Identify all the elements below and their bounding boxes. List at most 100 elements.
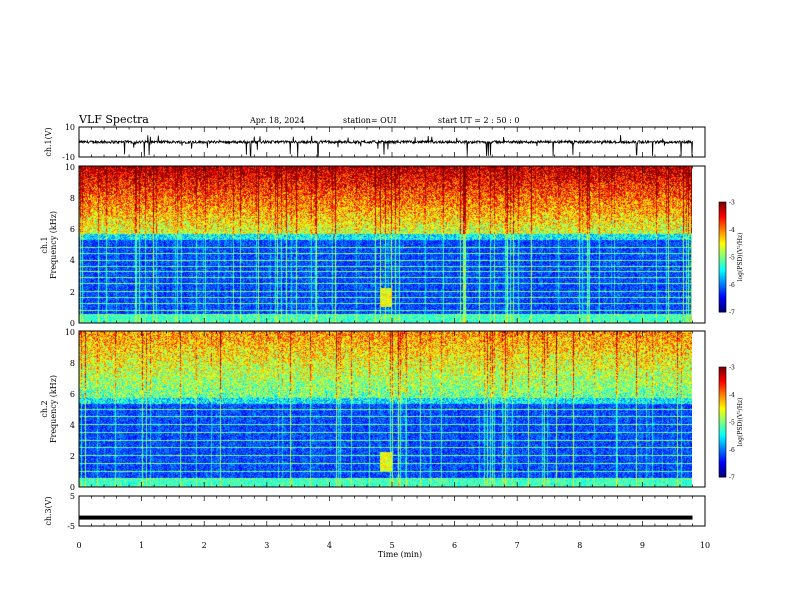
time-axis-tick-label: 1 [139,541,144,550]
colorbar-swatch [719,420,726,423]
colorbar-swatch [719,214,726,218]
time-axis-tick-label: 2 [202,541,207,550]
colorbar-label: log(PSD)(V²/Hz) [737,233,744,282]
ch2-frequency-ylabel: Frequency (kHz) [49,375,58,443]
colorbar-tick-label: -7 [729,475,735,482]
colorbar-swatch [719,442,726,445]
colorbar-swatch [719,383,726,386]
ch2-freq-tick-2: 2 [70,452,75,461]
colorbar-swatch [719,258,726,262]
ch2-freq-tick-4: 4 [70,421,75,430]
colorbar-swatch [719,242,726,245]
colorbar-swatch [719,310,726,313]
ch2-freq-tick-10: 10 [65,328,75,337]
colorbar-swatch [719,412,726,416]
colorbar-tick-label: -7 [729,310,735,317]
colorbar-swatch [719,429,726,432]
colorbar-swatch [719,403,726,406]
colorbar-swatch [719,381,726,384]
colorbar-swatch [719,460,726,463]
colorbar-tick-label: -5 [729,420,735,427]
colorbar-swatch [719,264,726,267]
ch1-channel-label: ch.1 [40,236,49,253]
ch1-freq-tick-4: 4 [70,256,75,265]
colorbar-swatch [719,438,726,441]
colorbar-swatch [719,235,726,238]
ch1-ytick-top: 10 [65,123,75,132]
colorbar-swatch [719,308,726,311]
ch1-freq-tick-8: 8 [70,194,75,203]
colorbar-swatch [719,304,726,307]
ch2-freq-tick-6: 6 [70,390,75,399]
ch1-freq-tick-6: 6 [70,225,75,234]
ch1-waveform-panel: 10 -10 ch.1(V) [44,123,706,162]
colorbar-swatch [719,431,726,434]
colorbar-swatch [719,249,726,252]
colorbar-swatch [719,280,726,284]
time-axis-tick-label: 4 [327,541,332,550]
colorbar-swatch [719,447,726,450]
colorbar-swatch [719,205,726,208]
colorbar-swatch [719,238,726,241]
start-time-label: start UT = 2 : 50 : 0 [438,116,519,125]
colorbar-swatch [719,266,726,269]
colorbar-tick-label: -3 [729,365,735,372]
colorbar-swatch [719,401,726,405]
colorbar-swatch [719,202,726,205]
colorbar-swatch [719,466,726,469]
colorbar-swatch [719,475,726,478]
colorbar-swatch [719,290,726,293]
time-axis-tick-labels: 0 1 2 3 4 5 6 7 8 9 10 [76,541,710,550]
colorbar-swatch [719,473,726,476]
colorbar-swatch [719,297,726,300]
ch1-ytick-bottom: -10 [62,153,75,162]
ch2-channel-label: ch.2 [40,400,49,417]
colorbar-swatch [719,257,726,260]
colorbar-swatch [719,418,726,421]
colorbar-swatch [719,247,726,251]
colorbar-swatch [719,286,726,289]
colorbar-swatch [719,434,726,438]
colorbar-swatch [719,306,726,309]
colorbar-swatch [719,269,726,273]
colorbar-swatch [719,231,726,234]
colorbar-frame [718,201,727,313]
colorbar-label: log(PSD)(V²/Hz) [737,398,744,447]
time-axis-tick-label: 9 [640,541,645,550]
colorbar-swatch [719,203,726,207]
colorbar-swatch [719,389,726,392]
ch2-freq-tick-0: 0 [70,483,75,492]
colorbar-swatch [719,220,726,223]
colorbar-swatch [719,255,726,258]
colorbar-swatch [719,251,726,254]
ch3-waveform-panel: 5 -5 ch.3(V) [44,492,706,531]
ch1-spectrogram-image [79,166,692,323]
colorbar-swatch [719,453,726,456]
colorbar-swatch [719,449,726,452]
colorbar-tick-label: -6 [729,447,735,454]
colorbar-swatch [719,378,726,381]
colorbar-frame [718,366,727,478]
colorbar-swatch [719,277,726,280]
colorbar-swatch [719,301,726,304]
colorbar-swatch [719,462,726,465]
colorbar-swatch [719,368,726,372]
colorbar-swatch [719,275,726,278]
colorbar-swatch [719,455,726,458]
colorbar-swatch [719,405,726,408]
time-axis-tick-label: 3 [264,541,269,550]
colorbar-swatch [719,224,726,227]
colorbar-swatch [719,444,726,447]
colorbar-swatch [719,469,726,472]
colorbar-swatch [719,246,726,249]
colorbar-swatch [719,385,726,388]
colorbar-swatch [719,451,726,454]
colorbar-swatch [719,400,726,403]
time-axis-tick-label: 5 [389,541,394,550]
colorbar-swatch [719,367,726,370]
colorbar-swatch [719,216,726,219]
colorbar-swatch [719,288,726,291]
colorbar-swatch [719,464,726,467]
colorbar-swatch [719,233,726,236]
